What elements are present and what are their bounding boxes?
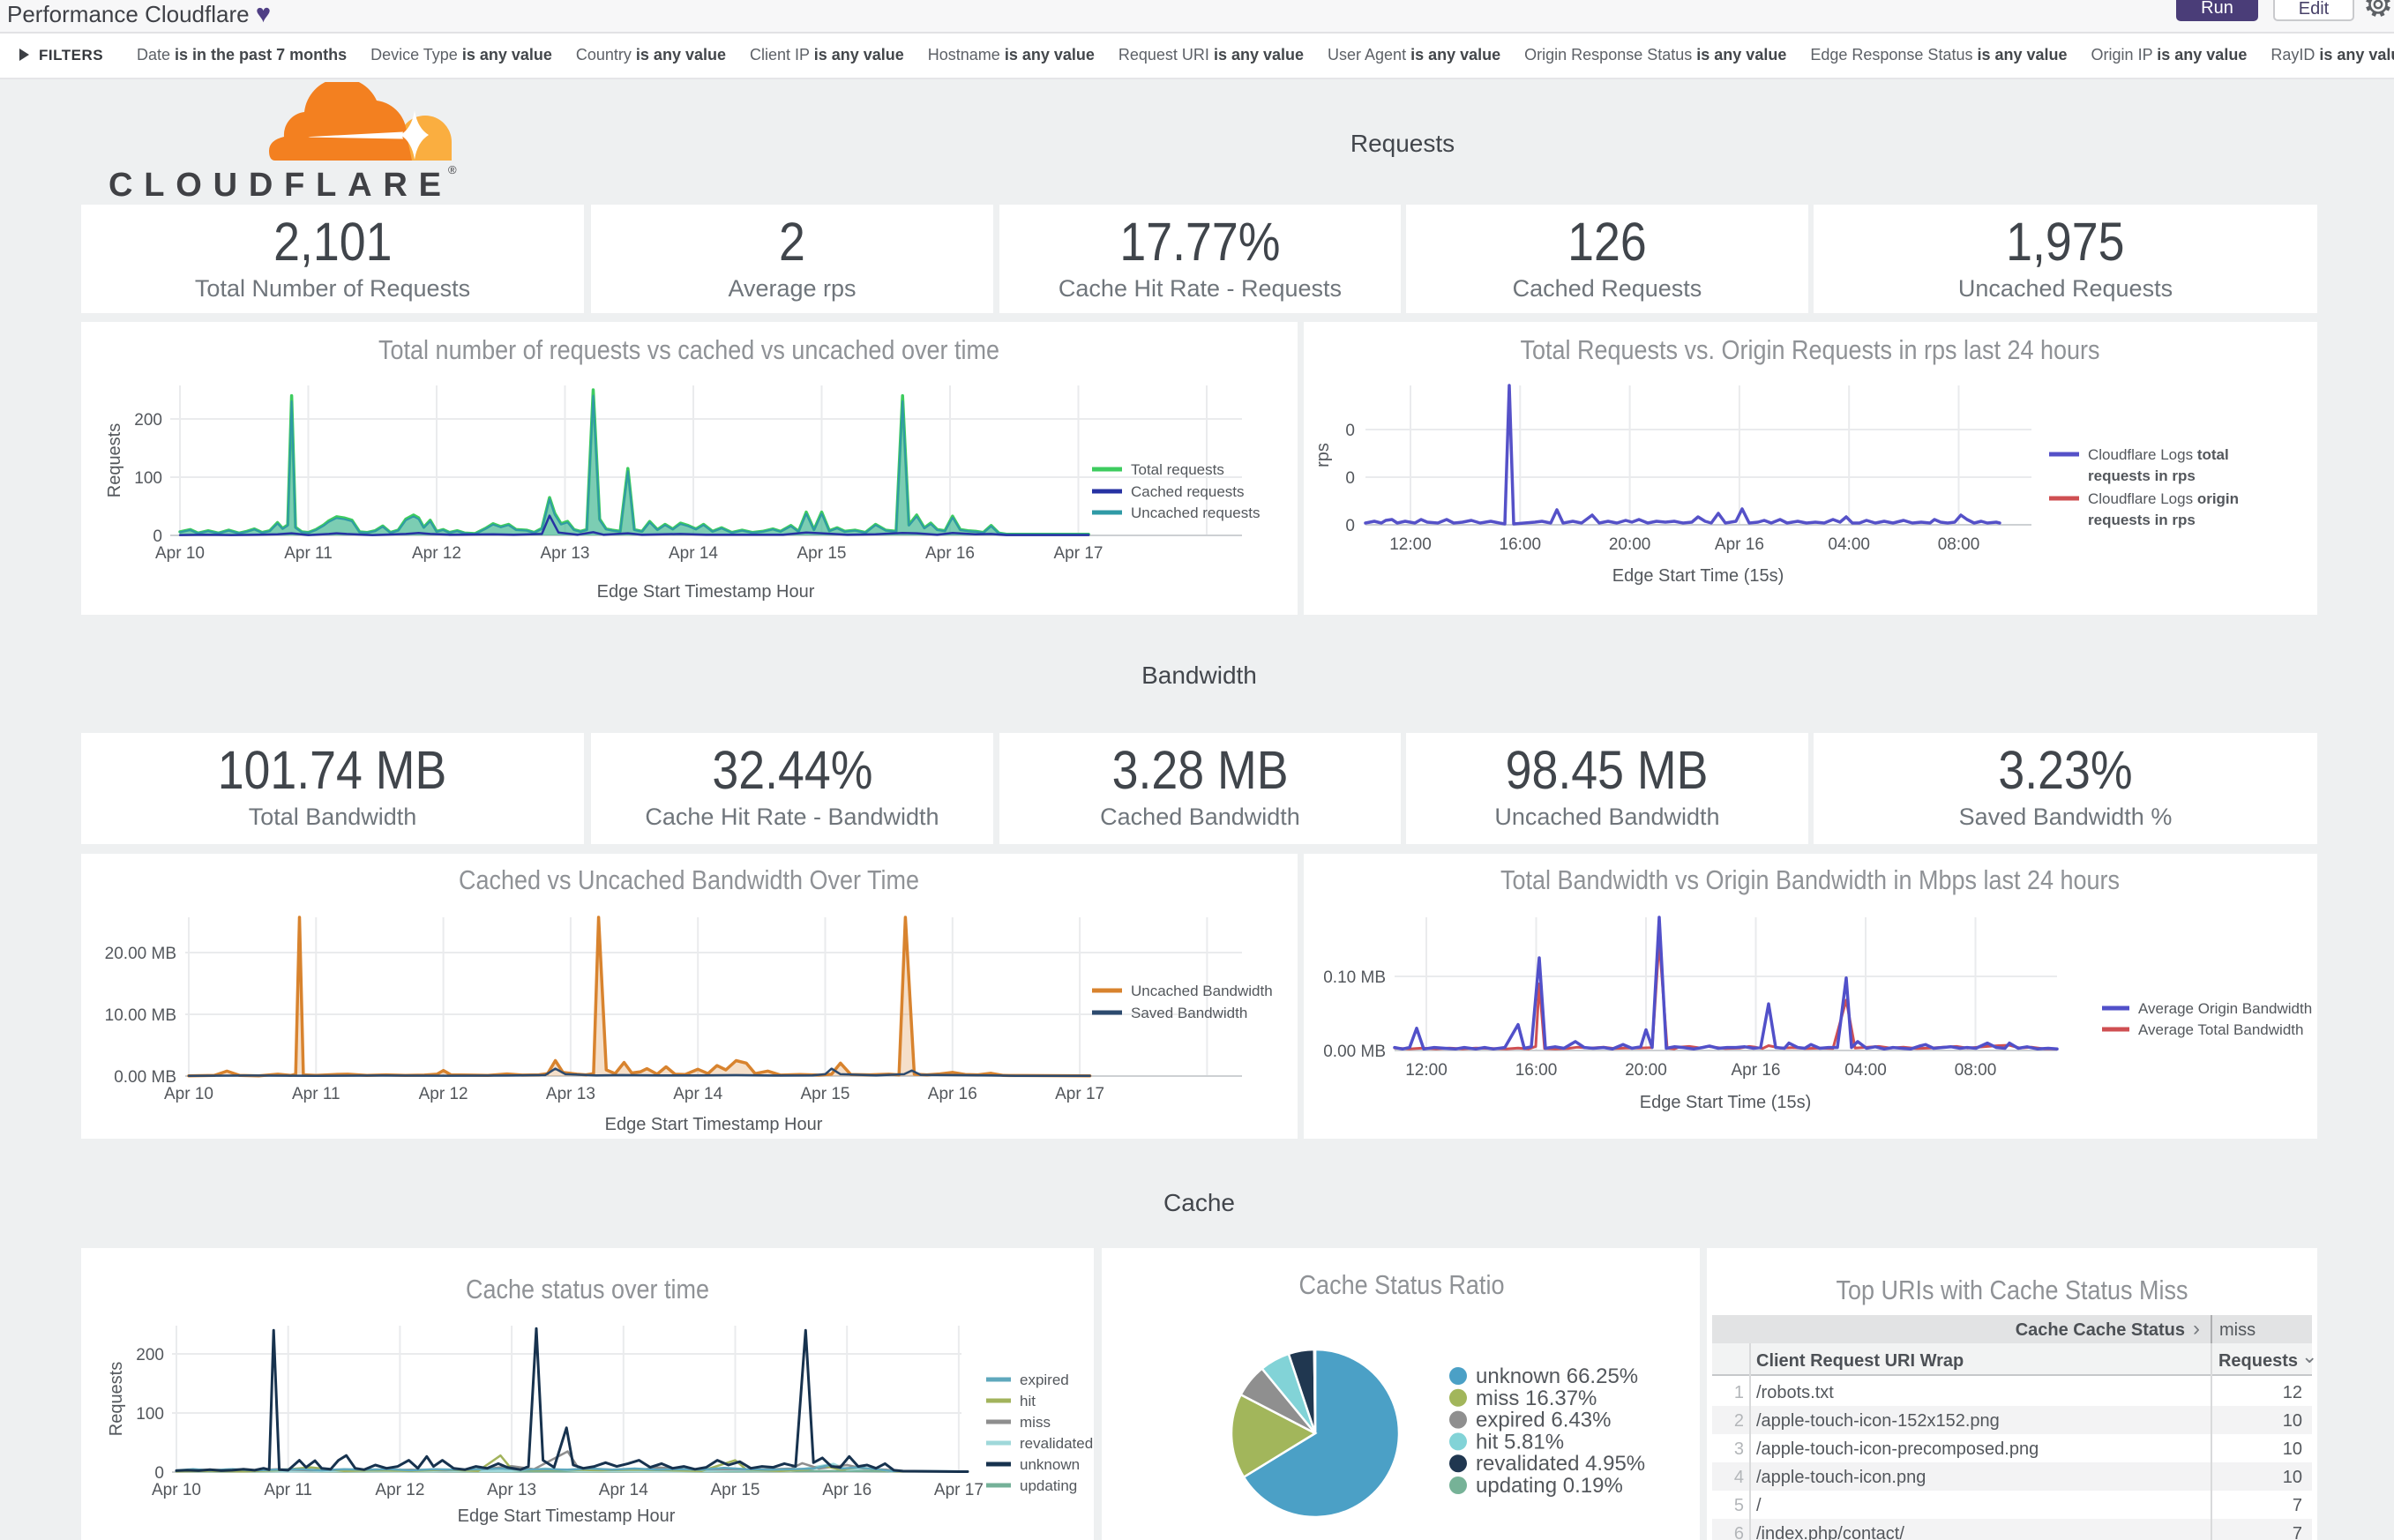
svg-text:Total requests: Total requests [1131,461,1224,478]
svg-text:Apr 14: Apr 14 [673,1085,722,1103]
svg-text:hit: hit [1020,1393,1036,1409]
svg-text:Apr 15: Apr 15 [801,1085,850,1103]
svg-text:200: 200 [134,411,162,430]
svg-text:unknown 66.25%: unknown 66.25% [1476,1364,1638,1388]
svg-text:Top URIs with Cache Status Mis: Top URIs with Cache Status Miss [1837,1275,2188,1305]
svg-text:Total Requests vs. Origin Requ: Total Requests vs. Origin Requests in rp… [1521,334,2100,365]
svg-text:Apr 16: Apr 16 [822,1481,872,1499]
svg-text:Cloudflare Logs origin: Cloudflare Logs origin [2088,490,2239,507]
svg-text:12:00: 12:00 [1405,1061,1448,1080]
svg-text:Apr 12: Apr 12 [419,1085,468,1103]
svg-text:Cached requests: Cached requests [1131,483,1245,500]
svg-text:Apr 16: Apr 16 [1732,1061,1781,1080]
svg-text:Apr 16: Apr 16 [928,1085,977,1103]
svg-text:updating 0.19%: updating 0.19% [1476,1474,1623,1498]
svg-text:0.00 MB: 0.00 MB [114,1068,176,1087]
svg-text:Apr 17: Apr 17 [934,1481,984,1499]
svg-text:20:00: 20:00 [1625,1061,1667,1080]
svg-text:Edge Start Timestamp Hour: Edge Start Timestamp Hour [458,1506,676,1526]
svg-text:12:00: 12:00 [1389,535,1432,554]
svg-text:updating: updating [1020,1477,1077,1494]
svg-text:requests in rps: requests in rps [2088,467,2196,484]
svg-text:requests in rps: requests in rps [2088,512,2196,528]
svg-text:Edge Start Time (15s): Edge Start Time (15s) [1640,1093,1812,1112]
svg-text:Edge Start Time (15s): Edge Start Time (15s) [1612,566,1784,586]
svg-text:Apr 11: Apr 11 [284,544,333,563]
svg-text:Apr 12: Apr 12 [375,1481,424,1499]
svg-text:Cache Status Ratio: Cache Status Ratio [1299,1269,1505,1300]
svg-text:0: 0 [1345,517,1355,535]
svg-text:unknown: unknown [1020,1456,1080,1473]
svg-text:Total Bandwidth vs Origin Band: Total Bandwidth vs Origin Bandwidth in M… [1500,864,2120,895]
svg-text:0.00 MB: 0.00 MB [1323,1043,1386,1061]
svg-text:Apr 13: Apr 13 [541,544,590,563]
svg-text:Cloudflare Logs total: Cloudflare Logs total [2088,446,2229,463]
svg-text:miss 16.37%: miss 16.37% [1476,1387,1597,1410]
svg-text:Apr 14: Apr 14 [669,544,718,563]
svg-text:0.10 MB: 0.10 MB [1323,968,1386,987]
svg-text:miss: miss [1020,1414,1051,1431]
svg-text:Apr 10: Apr 10 [155,544,205,563]
svg-text:100: 100 [134,469,162,488]
svg-text:Average Origin Bandwidth: Average Origin Bandwidth [2138,1000,2312,1017]
svg-text:04:00: 04:00 [1844,1061,1887,1080]
svg-text:revalidated: revalidated [1020,1435,1093,1452]
svg-text:Apr 11: Apr 11 [292,1085,340,1103]
svg-text:08:00: 08:00 [1938,535,1980,554]
svg-text:revalidated 4.95%: revalidated 4.95% [1476,1452,1645,1476]
svg-text:Apr 13: Apr 13 [487,1481,536,1499]
svg-text:Edge Start Timestamp Hour: Edge Start Timestamp Hour [605,1115,823,1134]
svg-text:Average Total Bandwidth: Average Total Bandwidth [2138,1021,2303,1038]
svg-text:Uncached Bandwidth: Uncached Bandwidth [1131,983,1273,999]
svg-text:0: 0 [1345,422,1355,440]
svg-text:Apr 10: Apr 10 [164,1085,213,1103]
svg-text:hit 5.81%: hit 5.81% [1476,1430,1564,1454]
svg-text:10.00 MB: 10.00 MB [105,1006,176,1025]
svg-text:Cache status over time: Cache status over time [466,1274,709,1305]
svg-text:Requests: Requests [107,1362,126,1437]
svg-text:Saved Bandwidth: Saved Bandwidth [1131,1005,1247,1021]
svg-text:0: 0 [1345,469,1355,488]
svg-text:Apr 17: Apr 17 [1054,544,1103,563]
svg-text:Cached vs Uncached Bandwidth O: Cached vs Uncached Bandwidth Over Time [459,864,919,895]
svg-text:04:00: 04:00 [1828,535,1870,554]
svg-text:Apr 12: Apr 12 [412,544,461,563]
svg-text:Apr 10: Apr 10 [152,1481,201,1499]
svg-text:rps: rps [1313,443,1333,467]
svg-text:200: 200 [136,1346,164,1364]
svg-text:Apr 15: Apr 15 [797,544,847,563]
svg-text:16:00: 16:00 [1500,535,1542,554]
svg-text:Total number of requests vs ca: Total number of requests vs cached vs un… [378,334,999,365]
svg-text:Apr 17: Apr 17 [1055,1085,1104,1103]
svg-text:08:00: 08:00 [1955,1061,1997,1080]
svg-text:CLOUDFLARE: CLOUDFLARE [108,167,453,204]
svg-text:expired 6.43%: expired 6.43% [1476,1409,1611,1432]
svg-text:16:00: 16:00 [1515,1061,1558,1080]
svg-text:0: 0 [153,527,162,546]
svg-text:expired: expired [1020,1372,1069,1388]
svg-text:Uncached requests: Uncached requests [1131,505,1260,521]
svg-text:0: 0 [154,1464,164,1483]
svg-text:Apr 13: Apr 13 [546,1085,595,1103]
svg-text:20:00: 20:00 [1609,535,1651,554]
svg-text:Apr 11: Apr 11 [264,1481,312,1499]
svg-text:Apr 14: Apr 14 [599,1481,648,1499]
svg-text:Edge Start Timestamp Hour: Edge Start Timestamp Hour [597,582,815,602]
svg-text:Apr 16: Apr 16 [925,544,975,563]
svg-text:®: ® [448,163,457,176]
svg-text:Apr 15: Apr 15 [711,1481,760,1499]
svg-text:20.00 MB: 20.00 MB [105,945,176,963]
svg-text:100: 100 [136,1405,164,1424]
svg-text:Requests: Requests [105,423,124,498]
svg-text:Apr 16: Apr 16 [1715,535,1764,554]
